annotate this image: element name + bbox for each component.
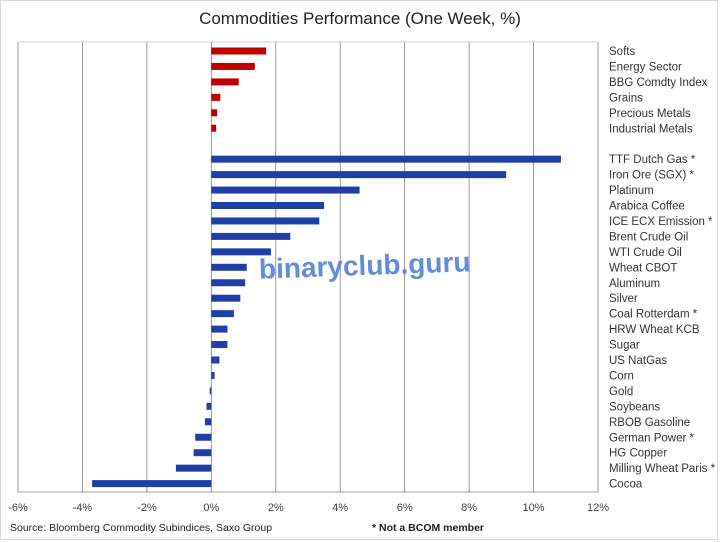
watermark: binaryclub.guru (258, 246, 471, 284)
x-tick-label: 2% (268, 502, 284, 514)
bar (211, 78, 239, 86)
category-label: Milling Wheat Paris * (609, 463, 716, 475)
category-label: Platinum (609, 185, 654, 197)
chart-title: Commodities Performance (One Week, %) (199, 9, 521, 28)
category-label: Precious Metals (609, 108, 691, 120)
category-label: TTF Dutch Gas * (609, 154, 696, 166)
category-label: BBG Comdty Index (609, 77, 708, 89)
bar (92, 480, 212, 488)
bar (211, 155, 561, 163)
bar (211, 371, 215, 379)
category-label: Gold (609, 386, 633, 398)
source-note: Source: Bloomberg Commodity Subindices, … (10, 522, 272, 534)
category-label: Coal Rotterdam * (609, 309, 698, 321)
category-label: HRW Wheat KCB (609, 324, 700, 336)
bar (211, 248, 271, 256)
bar (204, 418, 212, 426)
bar (211, 356, 220, 364)
category-label: Cocoa (609, 479, 643, 491)
bar (211, 232, 291, 240)
bar (193, 449, 212, 457)
bar (211, 109, 218, 117)
x-tick-label: 4% (332, 502, 348, 514)
category-label: Wheat CBOT (609, 262, 677, 274)
bar (211, 93, 221, 101)
bar (175, 464, 212, 472)
category-label: Corn (609, 370, 634, 382)
bar (209, 387, 212, 395)
bar (211, 217, 320, 225)
bar (211, 62, 255, 70)
bar (211, 202, 325, 209)
bar (211, 171, 507, 179)
category-label: Sugar (609, 340, 640, 352)
x-tick-label: 0% (203, 502, 219, 514)
category-label: ICE ECX Emission * (609, 216, 713, 228)
x-tick-label: 8% (461, 502, 477, 514)
category-label: WTI Crude Oil (609, 247, 682, 259)
category-label: Silver (609, 293, 638, 305)
category-label: Soybeans (609, 401, 660, 413)
bar (211, 325, 228, 333)
category-label: Energy Sector (609, 61, 682, 73)
category-label: Aluminum (609, 278, 660, 290)
bar (195, 433, 212, 441)
bar (211, 310, 234, 318)
category-label: Iron Ore (SGX) * (609, 170, 695, 182)
category-label: Grains (609, 92, 643, 104)
bar (211, 186, 360, 194)
category-label: German Power * (609, 432, 695, 444)
category-label: Industrial Metals (609, 123, 693, 135)
x-tick-label: -4% (73, 502, 93, 514)
category-label: RBOB Gasoline (609, 417, 690, 429)
bar (211, 263, 247, 271)
bar (211, 124, 217, 132)
x-tick-label: -2% (137, 502, 157, 514)
bar (211, 341, 228, 349)
x-tick-label: 10% (523, 502, 545, 514)
bar (211, 279, 246, 287)
footnote: * Not a BCOM member (372, 522, 484, 534)
x-tick-label: -6% (8, 502, 28, 514)
bar (211, 294, 241, 302)
x-tick-label: 12% (587, 502, 609, 514)
category-label: Arabica Coffee (609, 201, 685, 213)
x-tick-label: 6% (397, 502, 413, 514)
category-label: HG Copper (609, 448, 667, 460)
bar (206, 402, 212, 410)
category-label: Softs (609, 46, 635, 58)
bar (211, 47, 267, 55)
category-label: US NatGas (609, 355, 667, 367)
category-label: Brent Crude Oil (609, 231, 688, 243)
